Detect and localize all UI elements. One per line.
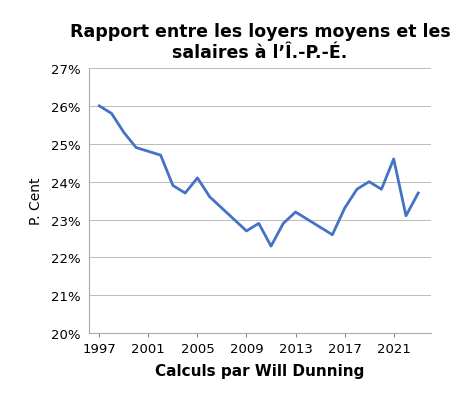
Title: Rapport entre les loyers moyens et les
salaires à l’Î.-P.-É.: Rapport entre les loyers moyens et les s… bbox=[70, 23, 450, 62]
Y-axis label: P. Cent: P. Cent bbox=[28, 177, 42, 225]
X-axis label: Calculs par Will Dunning: Calculs par Will Dunning bbox=[155, 363, 364, 378]
